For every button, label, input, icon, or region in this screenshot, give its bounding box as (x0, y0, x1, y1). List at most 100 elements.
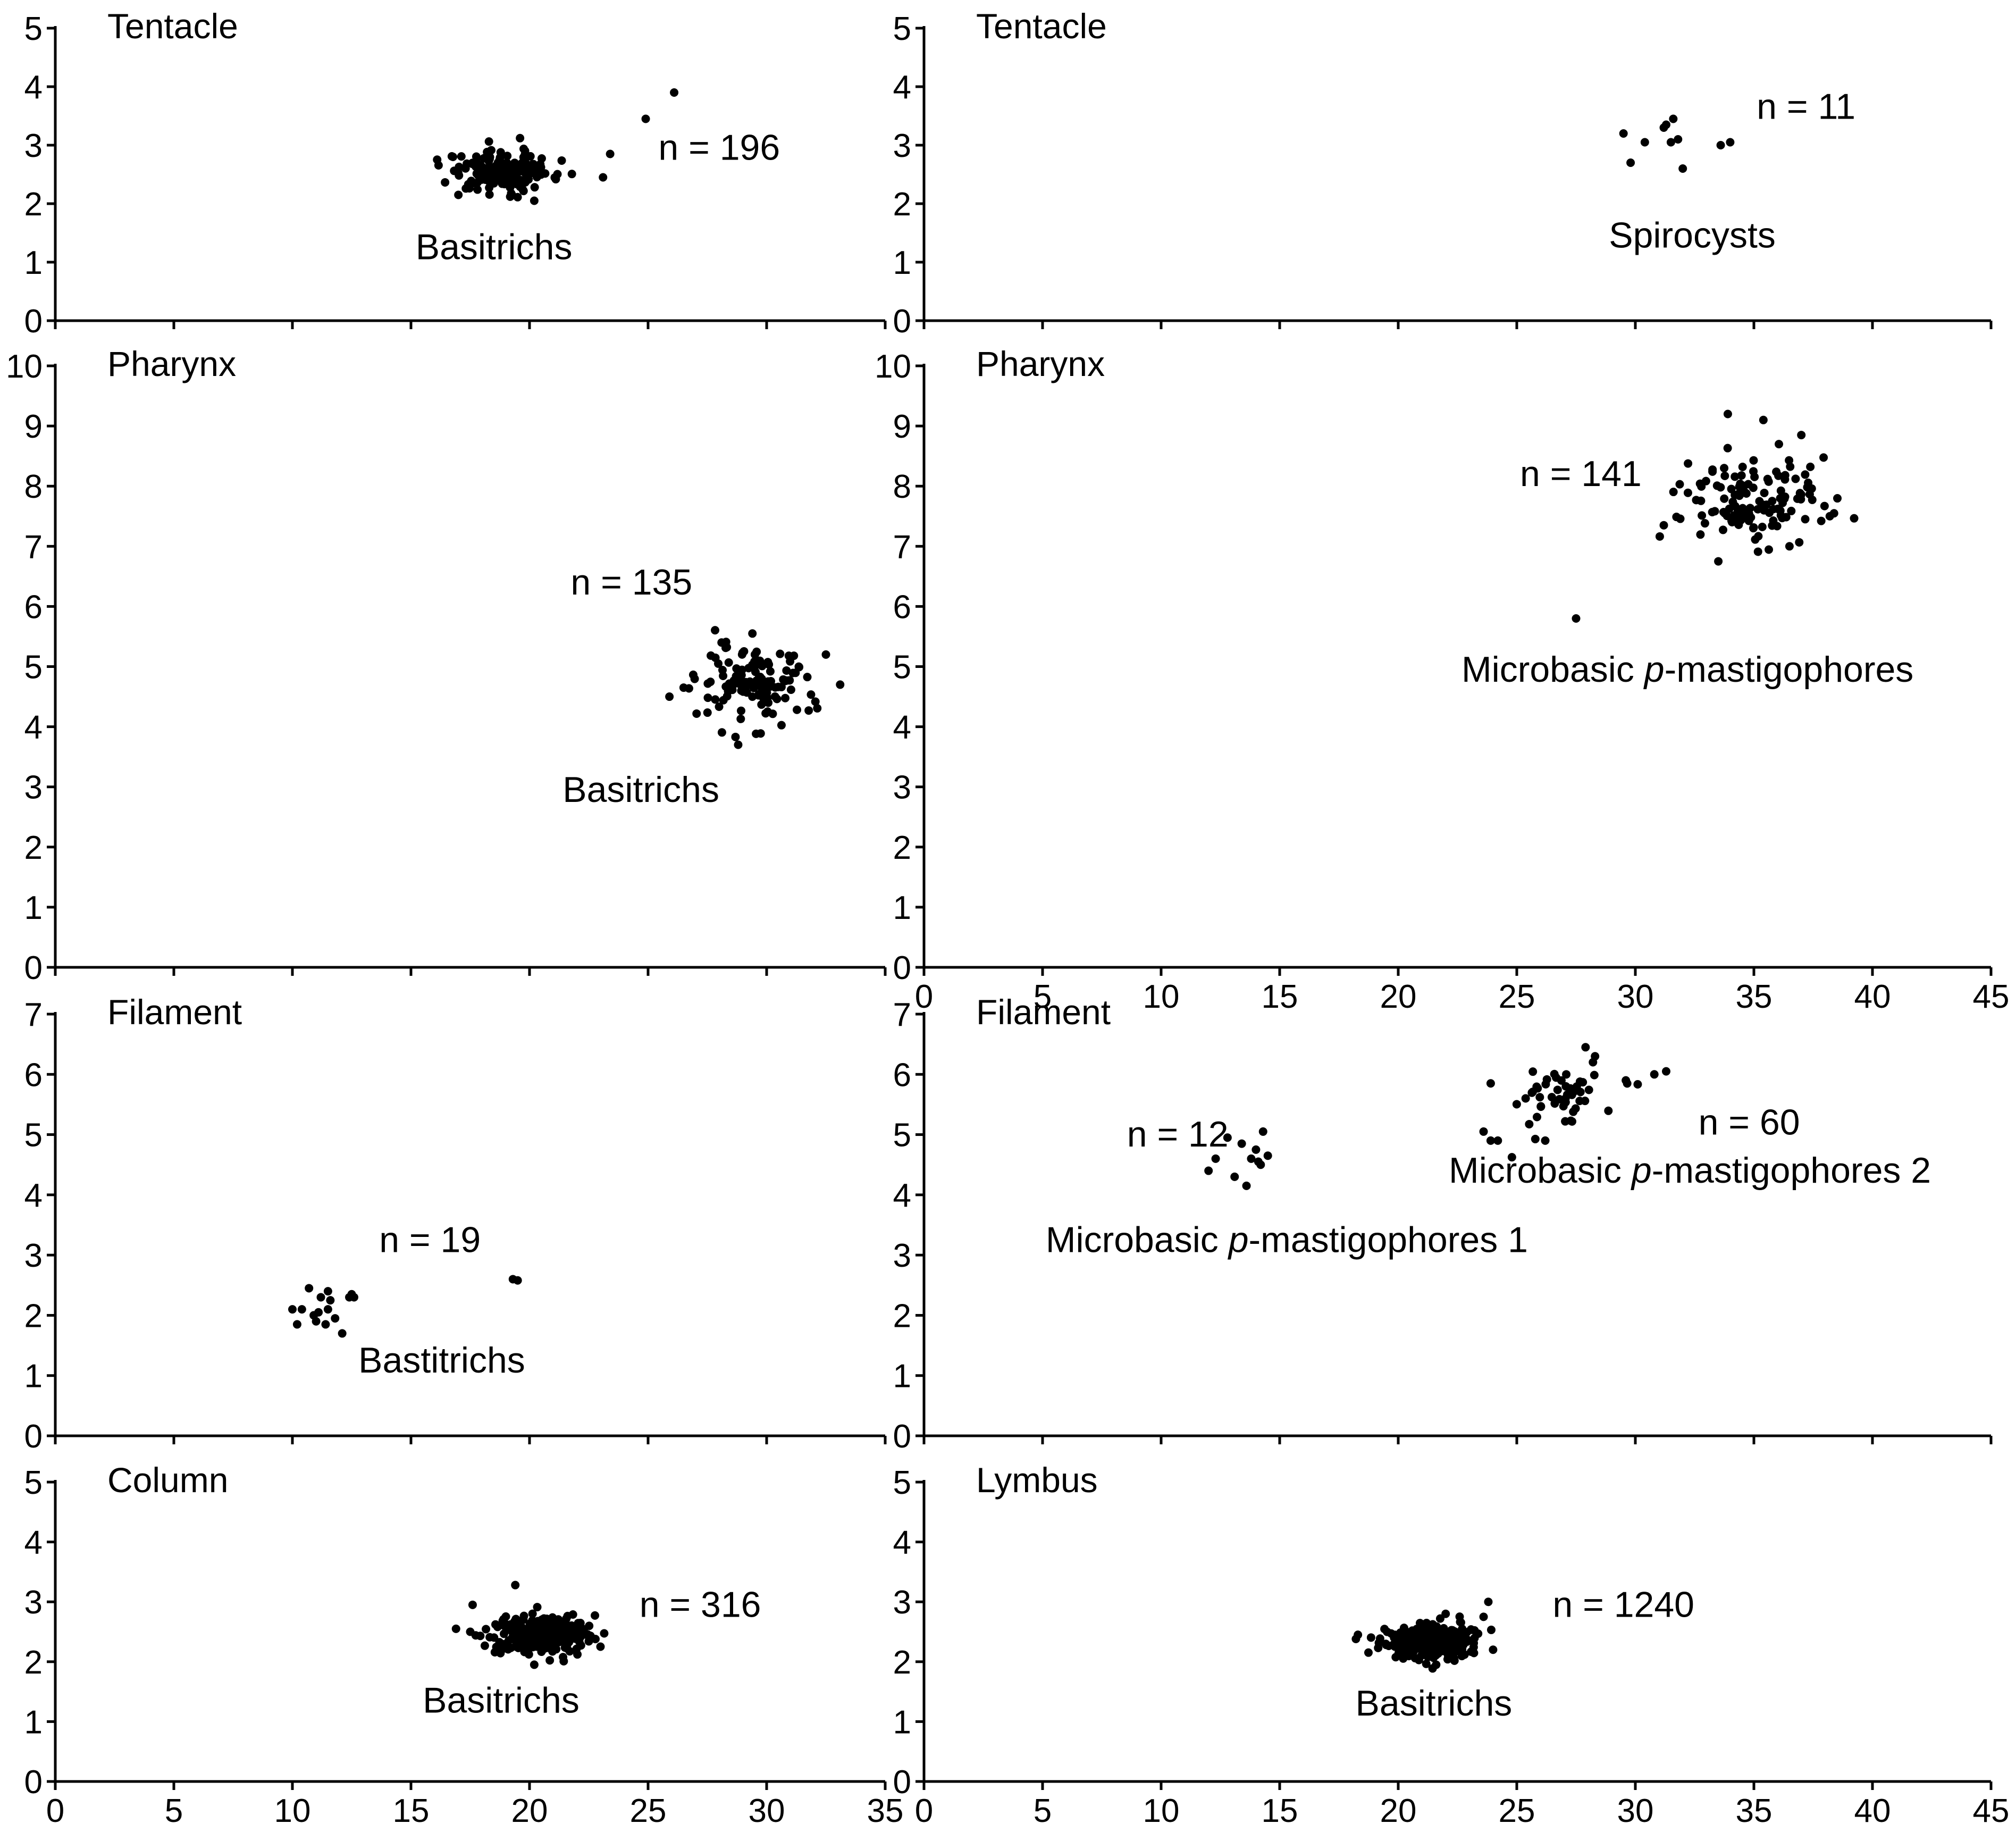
p7-data-point (548, 1647, 557, 1656)
p3-data-point (711, 695, 720, 704)
p6-data-point (1531, 1134, 1540, 1143)
p8-x-tick-label: 40 (1854, 1793, 1891, 1829)
p1-data-point (505, 163, 514, 172)
p4-data-point (1820, 501, 1829, 511)
p6-data-point (1541, 1080, 1550, 1089)
p6-data-point (1622, 1076, 1631, 1085)
p6-data-point (1512, 1100, 1521, 1109)
p3-data-point (771, 683, 780, 692)
p8-x-tick-label: 10 (1143, 1793, 1180, 1829)
p4-data-point (1753, 547, 1762, 556)
p3-y-tick-label: 3 (24, 769, 43, 806)
p1-y-tick-label: 5 (24, 11, 43, 47)
p4-data-point (1712, 481, 1721, 490)
p3-data-point (793, 705, 802, 714)
p3-data-point (761, 709, 770, 718)
p7-data-point (563, 1611, 572, 1620)
p2-y-tick-label: 2 (893, 186, 911, 223)
p4-data-point (1787, 506, 1796, 515)
p1-data-point (567, 170, 576, 179)
p3-y-tick-label: 10 (6, 348, 43, 385)
p5-annotation: n = 19 (379, 1219, 481, 1260)
p4-data-point (1803, 483, 1812, 492)
p4-data-point (1776, 494, 1785, 503)
p5-annotation: Bastitrichs (358, 1340, 525, 1381)
p3-data-point (777, 682, 786, 691)
p4-data-point (1723, 409, 1732, 419)
p3-y-tick-label: 2 (24, 830, 43, 866)
p4-y-tick-label: 1 (893, 890, 911, 926)
p4-data-point (1698, 511, 1707, 520)
p1-data-point (495, 153, 505, 162)
p8-x-tick-label: 30 (1617, 1793, 1654, 1829)
p4-data-point (1760, 488, 1769, 497)
p4-data-point (1737, 471, 1746, 480)
p1-data-point (453, 168, 463, 177)
p4-y-tick-label: 2 (893, 830, 911, 866)
p4-data-point (1696, 530, 1705, 539)
p6-data-point (1575, 1077, 1584, 1086)
p6-data-point (1559, 1102, 1568, 1111)
p6-data-point (1532, 1112, 1541, 1122)
p4-annotation: Microbasic p-mastigophores (1461, 649, 1913, 690)
p4-data-point (1776, 486, 1785, 495)
p4-data-point (1727, 517, 1736, 526)
p1-data-point (670, 88, 679, 97)
p7-x-tick-label: 25 (630, 1793, 667, 1829)
p8-title: Lymbus (976, 1460, 1098, 1500)
p4-y-tick-label: 8 (893, 469, 911, 505)
p5-data-point (513, 1276, 522, 1285)
p4-data-point (1720, 471, 1729, 480)
p1-data-point (457, 152, 466, 161)
p7-data-point (511, 1642, 520, 1651)
p8-data-point (1399, 1624, 1408, 1633)
p1-data-point (506, 192, 515, 201)
p4-data-point (1696, 496, 1706, 505)
p7-data-point (512, 1622, 521, 1631)
p1-data-point (513, 193, 522, 202)
p1-data-point (477, 170, 486, 179)
p8-data-point (1469, 1649, 1479, 1658)
p8-x-tick-label: 20 (1380, 1793, 1417, 1829)
p1-data-point (473, 178, 482, 187)
p1-data-point (553, 170, 562, 179)
p7-data-point (550, 1621, 559, 1630)
p2-data-point (1726, 138, 1735, 147)
p3-data-point (811, 697, 820, 706)
p6-y-tick-label: 1 (893, 1358, 911, 1395)
p4-x-tick-label: 0 (915, 978, 933, 1015)
p2-data-point (1716, 141, 1725, 149)
p4-data-point (1785, 456, 1794, 465)
p3-data-point (766, 667, 775, 676)
p7-data-point (579, 1627, 589, 1636)
p8-data-point (1422, 1659, 1431, 1668)
p1-data-point (599, 173, 608, 182)
p6-y-tick-label: 7 (893, 997, 911, 1033)
p1-data-point (516, 133, 525, 143)
p7-data-point (519, 1611, 528, 1620)
p2-y-tick-label: 0 (893, 303, 911, 340)
p3-data-point (736, 706, 745, 715)
p6-data-point (1541, 1136, 1550, 1145)
p5-data-point (323, 1287, 332, 1296)
p7-data-point (528, 1609, 537, 1618)
p7-annotation: Basitrichs (423, 1680, 579, 1721)
p1-data-point (537, 154, 546, 163)
p8-data-point (1407, 1628, 1416, 1637)
p3-data-point (821, 650, 830, 659)
p7-y-tick-label: 1 (24, 1704, 43, 1741)
p7-x-tick-label: 15 (393, 1793, 430, 1829)
p4-x-tick-label: 25 (1499, 978, 1535, 1015)
p1-data-point (526, 152, 535, 161)
p3-data-point (737, 671, 746, 680)
p3-data-point (752, 729, 761, 738)
p4-data-point (1801, 470, 1810, 479)
p8-x-tick-label: 5 (1034, 1793, 1052, 1829)
p7-x-tick-label: 30 (749, 1793, 785, 1829)
p4-title: Pharynx (976, 344, 1105, 383)
p1-data-point (530, 196, 539, 205)
p4-data-point (1795, 538, 1804, 547)
p4-x-tick-label: 5 (1034, 978, 1052, 1015)
p7-data-point (600, 1629, 609, 1638)
p4-x-tick-label: 20 (1380, 978, 1417, 1015)
